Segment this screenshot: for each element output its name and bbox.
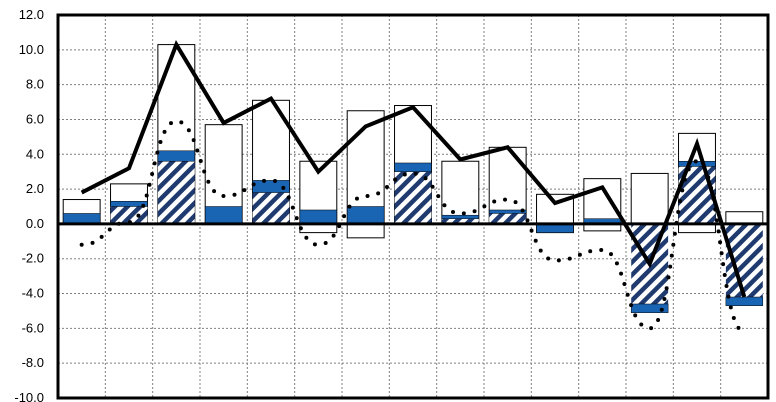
- bar-hatch-2: [110, 206, 148, 224]
- axes: 12.0 10.0 8.0 6.0 4.0 2.0 0.0 -2.0 -4.0 -6.0 -8.0 -…: [14, 7, 770, 402]
- bar-outline-15: [725, 211, 764, 225]
- bar-solid-2: [110, 201, 148, 207]
- bar-solid-5: [252, 180, 290, 193]
- dotted-series-line: [79, 119, 747, 334]
- bar-solid-7: [346, 206, 385, 225]
- y-tick-label: -6.0: [22, 320, 44, 335]
- y-tick-label: 10.0: [19, 42, 44, 57]
- y-tick-label: -2.0: [22, 251, 44, 266]
- y-tick-label: -10.0: [14, 390, 44, 402]
- plot-frame: [56, 13, 770, 400]
- bar-solid-1: [62, 213, 101, 225]
- bar-outline-9: [441, 160, 480, 225]
- bar-hatch-9: [441, 218, 479, 224]
- bar-solid-15: [725, 296, 764, 306]
- y-tick-label: 2.0: [26, 181, 44, 196]
- y-tick-label: 0.0: [26, 216, 44, 231]
- bar-hatch-10: [489, 213, 527, 224]
- bar-hatch-3: [157, 161, 195, 224]
- bar-outline-13: [630, 172, 669, 225]
- y-tick-label: -4.0: [22, 286, 44, 301]
- y-tick-label: 12.0: [19, 7, 44, 22]
- bar-solid-4: [204, 206, 243, 225]
- bars: [62, 44, 764, 313]
- y-tick-label: 6.0: [26, 111, 44, 126]
- bar-solid-10: [488, 209, 527, 214]
- y-tick-label: 4.0: [26, 146, 44, 161]
- y-tick-label: -8.0: [22, 355, 44, 370]
- bar-solid-9: [441, 214, 480, 219]
- bar-solid-3: [157, 150, 196, 162]
- y-tick-label: 8.0: [26, 77, 44, 92]
- bar-solid-8: [394, 162, 432, 172]
- lines: [79, 40, 747, 334]
- bar-solid-13: [630, 303, 669, 313]
- bar-hatch-5: [252, 192, 290, 224]
- bar-solid-6: [299, 209, 338, 225]
